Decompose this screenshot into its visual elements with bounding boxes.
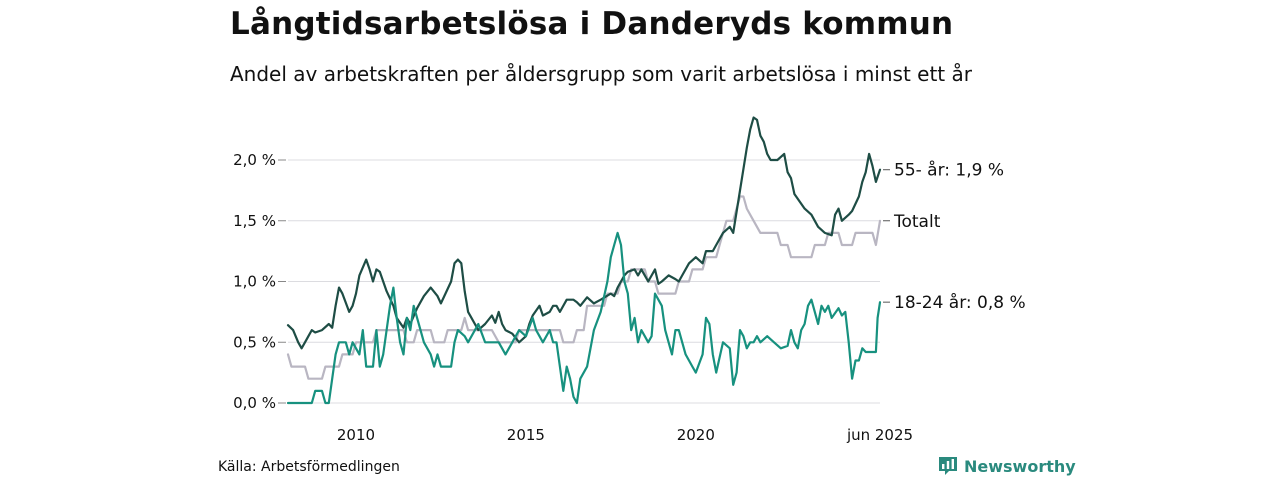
y-tick-label: 1,5 % [233, 212, 276, 230]
brand-logo: Newsworthy [938, 456, 1076, 476]
chart-title: Långtidsarbetslösa i Danderyds kommun [230, 6, 954, 42]
series-end-label: 55- år: 1,9 % [894, 160, 1004, 181]
x-tick-label: 2020 [677, 426, 715, 444]
bar-chart-logo-icon [939, 457, 957, 475]
x-axis-ticks: 2010 2015 2020 jun 2025 [337, 426, 913, 444]
series-line-0 [286, 195, 882, 380]
gridlines [288, 159, 880, 404]
y-tick-label: 2,0 % [233, 151, 276, 169]
series-line-2 [286, 231, 882, 405]
series-end-label: 18-24 år: 0,8 % [894, 292, 1026, 313]
chart-subtitle: Andel av arbetskraften per åldersgrupp s… [230, 62, 972, 86]
brand-name: Newsworthy [964, 456, 1076, 476]
series-end-label: Totalt [893, 212, 941, 232]
x-tick-label: 2015 [507, 426, 545, 444]
y-tick-label: 0,0 % [233, 394, 276, 412]
y-tick-label: 1,0 % [233, 273, 276, 291]
y-tick-label: 0,5 % [233, 333, 276, 351]
series-end-labels: Totalt 55- år: 1,9 % 18-24 år: 0,8 % [883, 160, 1026, 313]
series-lines [286, 116, 882, 405]
x-tick-label: 2010 [337, 426, 375, 444]
source-note: Källa: Arbetsförmedlingen [218, 459, 400, 475]
x-tick-label: jun 2025 [846, 426, 913, 444]
series-line-1 [286, 116, 882, 350]
y-axis-ticks: 0,0 % 0,5 % 1,0 % 1,5 % 2,0 % [233, 151, 286, 412]
